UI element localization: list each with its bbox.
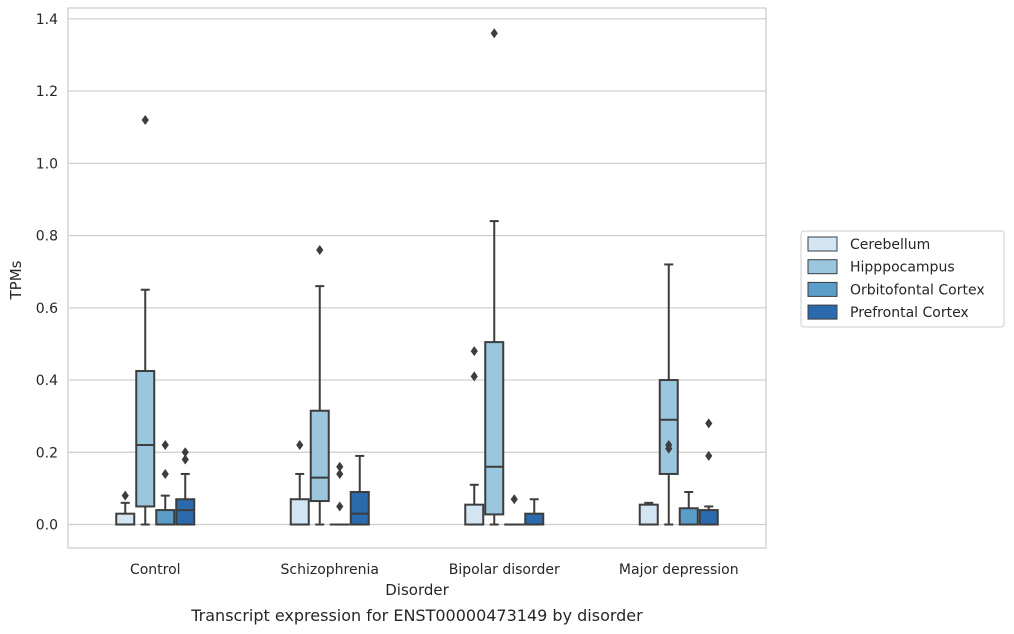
legend-label: Prefrontal Cortex [850, 305, 969, 321]
y-tick-label: 0.8 [36, 229, 58, 245]
outlier-point [705, 418, 713, 429]
outlier-point [336, 461, 344, 472]
outlier-point [336, 501, 344, 512]
box-cerebellum [638, 501, 659, 526]
legend-swatch [807, 259, 838, 275]
x-tick-label: Bipolar disorder [449, 562, 560, 578]
outlier-point [296, 440, 304, 451]
y-tick-label: 0.2 [36, 445, 58, 461]
outlier-point [336, 468, 344, 479]
box-body [155, 509, 176, 526]
y-tick-label: 1.0 [36, 156, 58, 172]
box-body [135, 370, 156, 508]
x-tick-label: Major depression [619, 562, 739, 578]
y-tick-label: 0.4 [36, 373, 58, 389]
box-hipppocampus [484, 28, 505, 526]
outlier-point [181, 454, 189, 465]
box-body [309, 409, 330, 503]
legend-swatch [807, 281, 838, 297]
box-prefrontal-cortex [698, 418, 719, 526]
box-orbitofontal-cortex [329, 461, 350, 526]
box-hipppocampus [135, 114, 156, 526]
box-orbitofontal-cortex [155, 440, 176, 526]
box-orbitofontal-cortex [504, 494, 525, 526]
box-body [115, 512, 136, 526]
legend: Cerebellum Hipppocampus Orbitofontal Corte… [800, 230, 1005, 328]
box-body [658, 379, 679, 475]
outlier-point [141, 114, 149, 125]
box-body [175, 498, 196, 526]
y-tick-label: 0.0 [36, 518, 58, 534]
box-hipppocampus [658, 263, 679, 526]
outlier-point [665, 440, 673, 451]
box-prefrontal-cortex [175, 447, 196, 526]
box-hipppocampus [309, 245, 330, 526]
legend-frame [800, 230, 1005, 328]
outlier-point [510, 494, 518, 505]
box-body [638, 503, 659, 526]
outlier-point [161, 468, 169, 479]
y-tick-label: 0.6 [36, 301, 58, 317]
y-tick-label: 1.4 [36, 12, 58, 28]
x-axis-ticks: Control Schizophrenia Bipolar disorder Majo… [130, 562, 739, 578]
x-tick-label: Control [130, 562, 181, 578]
outlier-point [705, 450, 713, 461]
box-body [524, 512, 545, 526]
box-prefrontal-cortex [349, 454, 370, 526]
box-orbitofontal-cortex [678, 491, 699, 526]
box-body [698, 509, 719, 526]
y-tick-label: 1.2 [36, 84, 58, 100]
outlier-point [181, 447, 189, 458]
y-axis-label: TPMs [7, 260, 25, 300]
x-axis-label: Disorder [385, 581, 449, 599]
box-cerebellum [464, 346, 485, 526]
outlier-point [316, 245, 324, 256]
y-axis-ticks: 0.0 0.2 0.4 0.6 0.8 1.0 1.2 1.4 [36, 12, 58, 534]
legend-label: Cerebellum [850, 237, 930, 253]
box-body [349, 491, 370, 526]
outlier-point [470, 371, 478, 382]
x-tick-label: Schizophrenia [281, 562, 379, 578]
box-body [678, 507, 699, 526]
box-body [484, 341, 505, 516]
box-body [464, 503, 485, 526]
box-cerebellum [289, 440, 310, 526]
legend-swatch [807, 236, 838, 252]
outlier-point [161, 440, 169, 451]
outlier-point [490, 28, 498, 39]
outlier-point [470, 346, 478, 357]
box-body [289, 498, 310, 526]
legend-label: Orbitofontal Cortex [850, 282, 985, 298]
chart-caption: Transcript expression for ENST0000047314… [191, 606, 643, 625]
legend-label: Hipppocampus [850, 260, 955, 276]
box-cerebellum [115, 490, 136, 526]
plot-frame [67, 7, 767, 549]
box-prefrontal-cortex [524, 498, 545, 526]
outlier-point [121, 490, 129, 501]
legend-swatch [807, 304, 838, 320]
boxes [115, 28, 719, 526]
